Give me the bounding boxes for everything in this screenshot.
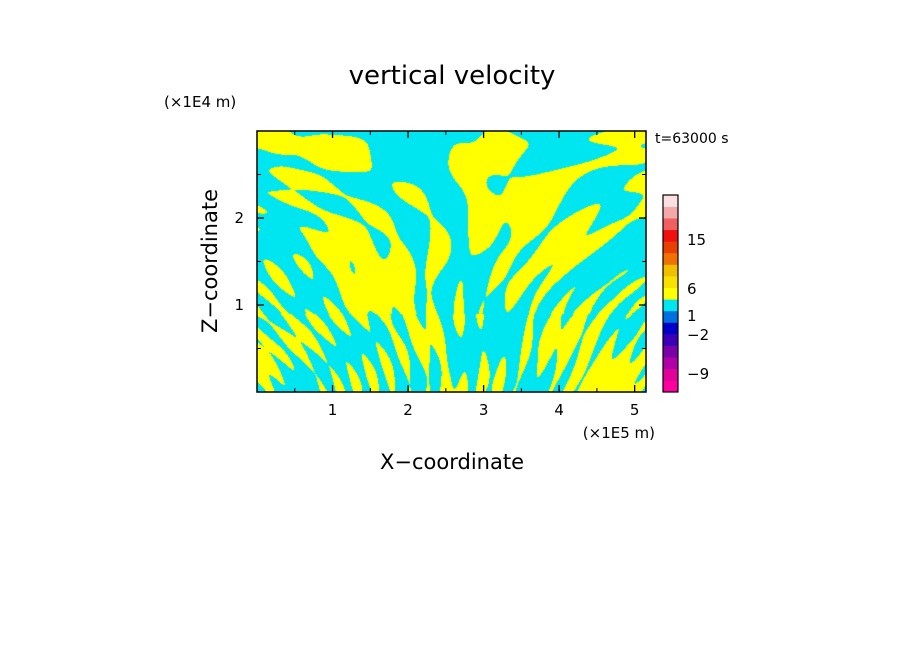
x-tick-label: 1: [328, 401, 338, 419]
colorbar-swatch: [663, 357, 678, 370]
colorbar-swatch: [663, 218, 678, 231]
x-tick-label: 5: [630, 401, 640, 419]
colorbar-label: 1: [687, 307, 697, 325]
colorbar-swatch: [663, 252, 678, 265]
colorbar-swatch: [663, 334, 678, 346]
colorbar-swatch: [663, 310, 678, 323]
y-tick-label: 1: [234, 296, 244, 314]
colorbar-label: 6: [687, 280, 697, 298]
chart-title: vertical velocity: [349, 61, 556, 91]
x-tick-label: 4: [554, 401, 564, 419]
time-label: t=63000 s: [655, 131, 729, 147]
colorbar-swatch: [663, 264, 678, 277]
colorbar-label: −9: [687, 365, 709, 383]
colorbar: 15 6 1−2 −9: [662, 194, 709, 393]
colorbar-swatch: [663, 368, 678, 381]
y-unit-label: (×1E4 m): [164, 93, 236, 111]
x-unit-label: (×1E5 m): [583, 424, 655, 442]
colorbar-swatch: [663, 195, 678, 207]
velocity-field-canvas: [257, 131, 646, 392]
colorbar-swatch: [663, 380, 678, 393]
colorbar-swatch: [663, 241, 678, 254]
colorbar-swatch: [663, 287, 678, 300]
velocity-field: [257, 131, 646, 392]
colorbar-swatch: [663, 345, 678, 358]
colorbar-label: −2: [687, 326, 709, 344]
x-tick-label: 2: [403, 401, 413, 419]
x-tick-label: 3: [479, 401, 489, 419]
y-axis-label: Z−coordinate: [198, 189, 222, 333]
colorbar-swatch: [663, 322, 678, 335]
colorbar-swatch: [663, 206, 678, 219]
colorbar-label: 15: [687, 231, 706, 249]
y-axis-ticks: 12: [234, 174, 646, 349]
y-tick-label: 2: [234, 209, 244, 227]
x-axis-label: X−coordinate: [380, 450, 524, 474]
colorbar-swatch: [663, 229, 678, 242]
colorbar-frame: [662, 194, 679, 393]
colorbar-swatch: [663, 299, 678, 312]
colorbar-swatch: [663, 276, 678, 289]
x-axis-ticks: 1 2 3 4 5: [294, 131, 640, 419]
